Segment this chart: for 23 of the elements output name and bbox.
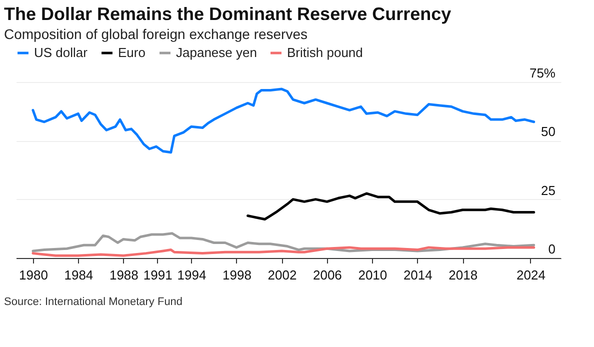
x-tick-label: 1994 bbox=[177, 268, 206, 282]
chart-subtitle: Composition of global foreign exchange reserves bbox=[4, 26, 308, 42]
x-tick-label: 1984 bbox=[64, 268, 94, 282]
x-tick-label: 2014 bbox=[403, 268, 432, 282]
y-tick-label: 75% bbox=[529, 66, 556, 80]
x-tick-label: 1991 bbox=[143, 268, 172, 282]
y-tick-label: 0 bbox=[548, 242, 556, 256]
legend-label: US dollar bbox=[34, 45, 88, 60]
x-tick-label: 1980 bbox=[19, 268, 48, 282]
legend-label: Japanese yen bbox=[176, 45, 257, 60]
x-tick-label: 1988 bbox=[109, 268, 138, 282]
x-tick-label: 2024 bbox=[516, 268, 546, 282]
x-tick-label: 2010 bbox=[358, 268, 388, 282]
chart-title: The Dollar Remains the Dominant Reserve Currency bbox=[4, 4, 452, 24]
y-tick-label: 50 bbox=[541, 124, 556, 140]
x-tick-label: 2006 bbox=[312, 268, 342, 282]
legend-label: Euro bbox=[118, 45, 146, 60]
x-tick-label: 1998 bbox=[222, 268, 252, 282]
x-tick-label: 2002 bbox=[268, 268, 297, 282]
x-tick-label: 2018 bbox=[448, 268, 478, 282]
legend-label: British pound bbox=[287, 45, 363, 60]
y-tick-label: 25 bbox=[541, 182, 556, 198]
source-note: Source: International Monetary Fund bbox=[4, 296, 183, 308]
